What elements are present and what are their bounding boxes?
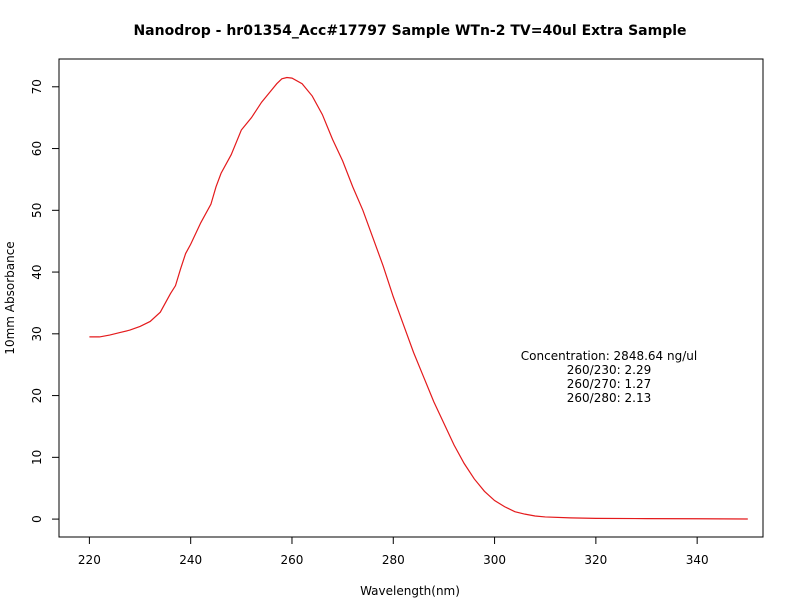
x-tick-label: 320 (584, 553, 607, 567)
ratio-260-280-label: 260/280: 2.13 (567, 391, 651, 405)
x-tick-label: 340 (686, 553, 709, 567)
y-tick-label: 60 (30, 141, 44, 156)
y-axis: 0 10 20 30 40 50 60 70 (30, 79, 59, 523)
x-axis-title: Wavelength(nm) (360, 584, 460, 598)
y-axis-title: 10mm Absorbance (3, 241, 17, 354)
x-tick-label: 260 (281, 553, 304, 567)
y-tick-label: 20 (30, 388, 44, 403)
concentration-label: Concentration: 2848.64 ng/ul (521, 349, 697, 363)
x-tick-label: 280 (382, 553, 405, 567)
y-tick-label: 50 (30, 203, 44, 218)
y-tick-label: 70 (30, 79, 44, 94)
x-tick-label: 300 (483, 553, 506, 567)
absorbance-curve (89, 76, 748, 520)
y-tick-label: 40 (30, 264, 44, 279)
y-tick-label: 30 (30, 326, 44, 341)
ratio-260-270-label: 260/270: 1.27 (567, 377, 651, 391)
y-tick-label: 0 (30, 515, 44, 523)
x-axis: 220 240 260 280 300 320 340 (78, 537, 709, 567)
chart-title: Nanodrop - hr01354_Acc#17797 Sample WTn-… (133, 23, 686, 39)
sample-annotation: Concentration: 2848.64 ng/ul 260/230: 2.… (521, 349, 697, 405)
y-tick-label: 10 (30, 450, 44, 465)
ratio-260-230-label: 260/230: 2.29 (567, 363, 651, 377)
plot-frame (58, 58, 764, 538)
x-tick-label: 240 (179, 553, 202, 567)
x-tick-label: 220 (78, 553, 101, 567)
